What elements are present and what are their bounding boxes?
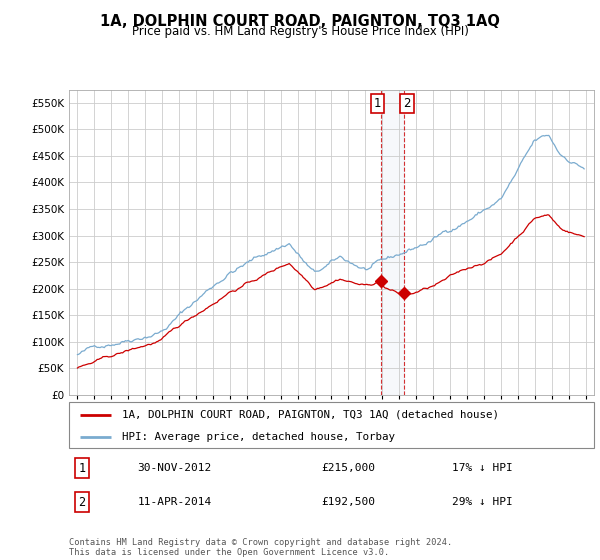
Text: 11-APR-2014: 11-APR-2014 xyxy=(137,497,212,507)
Text: HPI: Average price, detached house, Torbay: HPI: Average price, detached house, Torb… xyxy=(121,432,395,441)
Bar xyxy=(380,90,404,395)
Text: 1: 1 xyxy=(374,97,382,110)
Text: 29% ↓ HPI: 29% ↓ HPI xyxy=(452,497,513,507)
Text: 1A, DOLPHIN COURT ROAD, PAIGNTON, TQ3 1AQ (detached house): 1A, DOLPHIN COURT ROAD, PAIGNTON, TQ3 1A… xyxy=(121,410,499,420)
Text: 1: 1 xyxy=(79,462,86,475)
Text: Price paid vs. HM Land Registry's House Price Index (HPI): Price paid vs. HM Land Registry's House … xyxy=(131,25,469,38)
Text: 2: 2 xyxy=(79,496,86,508)
Text: Contains HM Land Registry data © Crown copyright and database right 2024.
This d: Contains HM Land Registry data © Crown c… xyxy=(69,538,452,557)
Text: £215,000: £215,000 xyxy=(321,464,375,473)
Text: 2: 2 xyxy=(403,97,411,110)
Text: 30-NOV-2012: 30-NOV-2012 xyxy=(137,464,212,473)
Text: 1A, DOLPHIN COURT ROAD, PAIGNTON, TQ3 1AQ: 1A, DOLPHIN COURT ROAD, PAIGNTON, TQ3 1A… xyxy=(100,14,500,29)
Text: 17% ↓ HPI: 17% ↓ HPI xyxy=(452,464,513,473)
Text: £192,500: £192,500 xyxy=(321,497,375,507)
